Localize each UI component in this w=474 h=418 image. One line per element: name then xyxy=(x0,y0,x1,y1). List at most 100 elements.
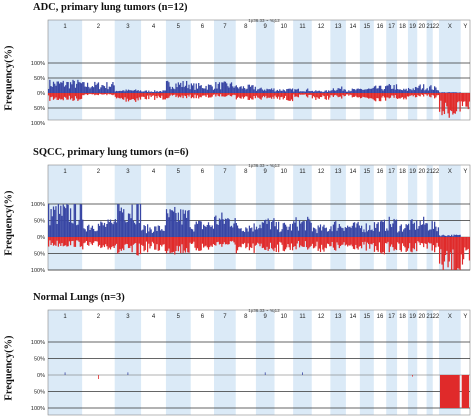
gain-bar xyxy=(246,228,248,237)
loss-bar xyxy=(321,93,323,98)
loss-bar xyxy=(168,93,170,98)
loss-bar xyxy=(274,237,276,248)
gain-bar xyxy=(253,223,255,237)
chromosome-label: 14 xyxy=(350,169,357,175)
loss-bar xyxy=(68,237,70,242)
gain-bar xyxy=(82,82,84,93)
cnv-plot: 100%50%0%50%100%1 2 3 4 5 6 7 8 9 10 11 12 13 14 15 16 1… xyxy=(31,18,471,127)
gain-bar xyxy=(100,221,102,237)
gain-bar xyxy=(55,85,57,93)
gain-bar xyxy=(399,89,401,93)
loss-bar xyxy=(349,93,351,95)
loss-bar xyxy=(83,237,85,244)
gain-bar xyxy=(400,89,402,93)
loss-bar xyxy=(131,237,133,253)
gain-bar xyxy=(130,90,132,93)
gain-bar xyxy=(247,84,249,93)
chromosome-band xyxy=(48,20,83,120)
loss-bar xyxy=(380,237,382,253)
chromosome-label: X xyxy=(448,169,452,175)
gain-bar xyxy=(52,81,55,93)
loss-bar xyxy=(264,237,266,250)
loss-bar xyxy=(111,93,113,95)
gain-bar xyxy=(404,89,406,93)
gain-bar xyxy=(375,85,377,93)
gain-bar xyxy=(342,228,344,237)
loss-bar xyxy=(303,237,305,247)
loss-bar xyxy=(302,93,304,95)
gain-bar xyxy=(161,229,163,237)
chromosome-label: 10 xyxy=(280,24,287,30)
loss-bar xyxy=(332,93,334,98)
loss-bar xyxy=(262,93,265,96)
gain-bar xyxy=(403,229,405,237)
loss-bar xyxy=(404,93,406,98)
loss-bar xyxy=(56,93,58,100)
loss-bar xyxy=(57,93,60,100)
gain-bar xyxy=(80,83,83,93)
gain-bar xyxy=(107,219,109,237)
gain-bar xyxy=(154,226,156,237)
gain-bar xyxy=(163,90,165,93)
gain-bar xyxy=(106,224,108,237)
loss-bar xyxy=(82,93,84,96)
loss-bar xyxy=(190,93,193,99)
loss-bar xyxy=(174,237,176,255)
gain-bar xyxy=(96,230,98,237)
loss-bar xyxy=(439,375,460,408)
gain-bar xyxy=(266,88,268,93)
loss-bar xyxy=(200,237,202,251)
gain-bar xyxy=(324,228,326,237)
gain-bar xyxy=(214,216,216,237)
loss-bar xyxy=(443,237,446,262)
gain-bar xyxy=(210,226,212,237)
gain-bar xyxy=(228,219,230,237)
gain-bar xyxy=(411,90,413,93)
loss-bar xyxy=(369,237,371,249)
loss-bar xyxy=(412,93,414,97)
gain-bar xyxy=(376,223,378,237)
chromosome-label: 15 xyxy=(363,314,370,320)
loss-bar xyxy=(403,93,405,100)
loss-bar xyxy=(163,237,165,245)
loss-bar xyxy=(136,93,138,99)
gain-bar xyxy=(389,85,392,93)
loss-bar xyxy=(386,93,388,98)
loss-bar xyxy=(457,93,459,103)
loss-bar xyxy=(461,237,464,265)
loss-bar xyxy=(436,93,438,96)
gain-bar xyxy=(373,86,376,93)
gain-bar xyxy=(112,81,114,93)
chromosome-label: 3 xyxy=(126,169,130,175)
gain-bar xyxy=(324,90,326,93)
loss-bar xyxy=(174,93,176,95)
loss-bar xyxy=(386,237,388,244)
gain-bar xyxy=(388,216,390,237)
gain-bar xyxy=(448,235,450,237)
loss-bar xyxy=(460,93,462,102)
gain-bar xyxy=(288,226,290,237)
chromosome-label: 7 xyxy=(223,314,227,320)
loss-bar xyxy=(112,93,114,96)
loss-bar xyxy=(57,237,60,247)
loss-bar xyxy=(162,93,164,100)
loss-bar xyxy=(265,237,267,251)
loss-bar xyxy=(113,93,115,95)
loss-bar xyxy=(454,237,456,270)
loss-bar xyxy=(135,93,137,102)
loss-bar xyxy=(352,237,355,249)
loss-bar xyxy=(281,237,283,245)
loss-bar xyxy=(321,237,323,245)
loss-bar xyxy=(103,93,106,95)
gain-bar xyxy=(272,220,274,237)
gain-bar xyxy=(323,224,325,237)
loss-bar xyxy=(102,237,104,246)
loss-bar xyxy=(139,93,142,100)
gain-bar xyxy=(155,226,157,237)
gain-bar xyxy=(357,221,359,237)
chromosome-label: 8 xyxy=(244,169,248,175)
loss-bar xyxy=(300,237,302,246)
loss-bar xyxy=(84,93,86,95)
chromosome-band xyxy=(293,20,312,120)
loss-bar xyxy=(149,237,151,249)
